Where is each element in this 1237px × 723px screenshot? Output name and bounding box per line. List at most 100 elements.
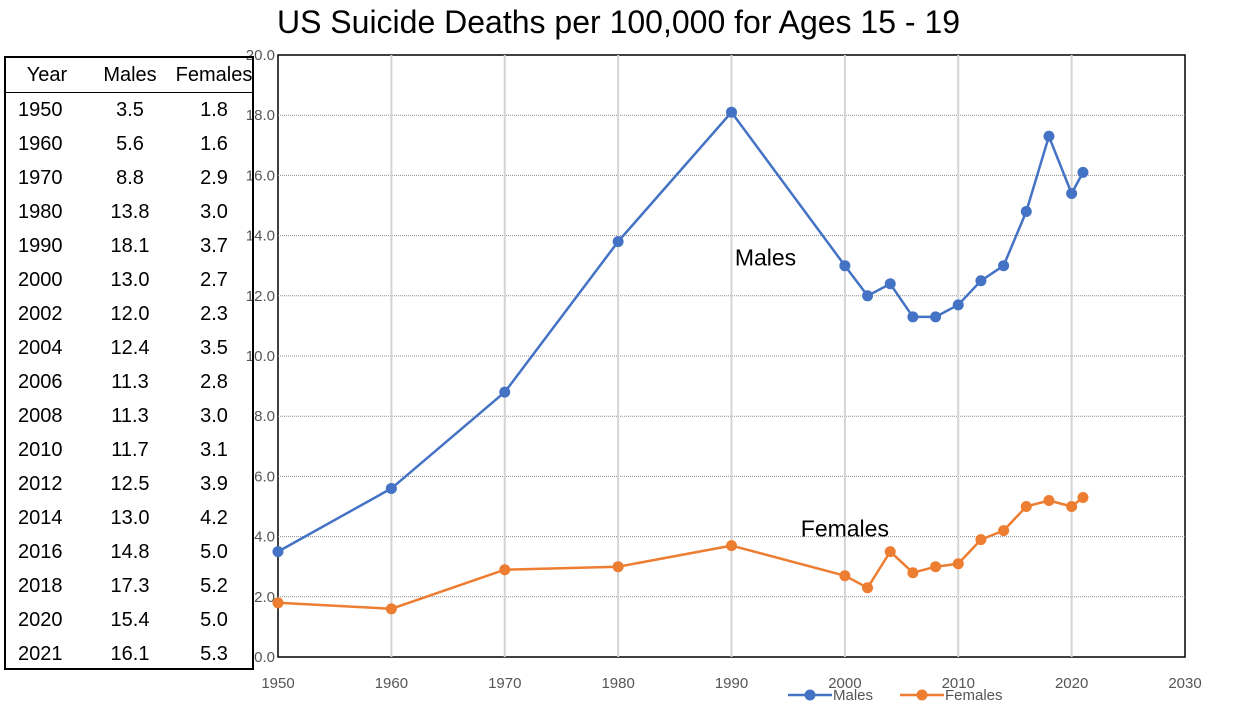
table-cell-year: 2002 [18,302,63,325]
table-row: 2010 11.7 3.1 [6,433,252,467]
table-cell-males: 16.1 [110,642,150,665]
data-point-females [884,546,896,558]
table-row: 1980 13.8 3.0 [6,195,252,229]
x-tick-label: 1990 [715,675,748,692]
table-cell-males: 13.0 [110,268,150,291]
data-table: Year Males Females 1950 3.5 1.8 1960 5.6 1.6 1… [4,56,254,670]
x-tick-label: 2000 [828,675,861,692]
data-point-males [1066,187,1078,199]
table-cell-year: 2014 [18,506,63,529]
table-cell-males: 14.8 [110,540,150,563]
table-cell-females: 3.1 [200,438,228,461]
table-cell-year: 1960 [18,132,63,155]
table-cell-females: 3.9 [200,472,228,495]
data-point-males [952,299,964,311]
data-point-females [839,570,851,582]
data-point-males [839,260,851,272]
series-line-females [277,496,1084,611]
table-cell-females: 2.8 [200,370,228,393]
data-point-females [1020,501,1032,512]
table-cell-year: 2006 [18,370,63,393]
table-cell-females: 3.0 [200,200,228,223]
legend-marker-females [916,689,928,701]
x-tick-label: 2010 [942,675,975,692]
table-body: 1950 3.5 1.8 1960 5.6 1.6 1970 8.8 2.9 1980 13.8 3.… [6,93,252,669]
table-row: 2006 11.3 2.8 [6,365,252,399]
table-cell-males: 12.4 [110,336,150,359]
annotation-label: Females [801,516,889,542]
table-cell-females: 5.0 [200,608,228,631]
legend-label-females: Females [945,687,1003,704]
x-tick-label: 2020 [1055,675,1088,692]
data-point-males [930,311,942,323]
table-cell-males: 18.1 [110,234,150,257]
x-tick-label: 1950 [261,675,294,692]
table-row: 2014 13.0 4.2 [6,501,252,535]
table-cell-males: 3.5 [116,98,144,121]
x-tick-label: 1970 [488,675,521,692]
series-line-males [277,110,1085,553]
table-row: 2004 12.4 3.5 [6,331,252,365]
data-point-males [1043,130,1055,142]
data-point-females [272,597,284,609]
table-cell-females: 5.3 [200,642,228,665]
x-tick-label: 2030 [1168,675,1201,692]
table-cell-year: 2021 [18,642,63,665]
data-point-males [726,106,737,118]
table-cell-females: 2.9 [200,166,228,189]
data-point-females [612,561,624,573]
data-point-males [862,290,874,302]
table-row: 2020 15.4 5.0 [6,603,252,637]
table-cell-males: 12.0 [110,302,150,325]
table-cell-year: 1990 [18,234,63,257]
table-cell-females: 2.3 [200,302,228,325]
data-point-females [952,558,964,570]
data-point-males [385,482,397,494]
data-point-females [862,582,874,594]
data-point-females [1043,494,1055,506]
table-cell-year: 2016 [18,540,63,563]
table-cell-year: 2010 [18,438,63,461]
data-point-females [1077,491,1089,503]
table-cell-year: 2004 [18,336,63,359]
table-cell-females: 4.2 [200,506,228,529]
data-point-females [930,561,942,573]
x-tick-label: 1960 [375,675,408,692]
table-cell-females: 3.7 [200,234,228,257]
table-cell-females: 3.5 [200,336,228,359]
table-cell-males: 17.3 [110,574,150,597]
chart-title: US Suicide Deaths per 100,000 for Ages 1… [276,4,961,40]
table-cell-year: 2008 [18,404,63,427]
data-point-females [726,540,737,552]
data-point-males [499,386,511,398]
table-row: 1960 5.6 1.6 [6,127,252,161]
data-point-females [975,534,987,546]
table-cell-males: 11.3 [111,404,149,427]
table-row: 1990 18.1 3.7 [6,229,252,263]
y-tick-label: 8.0 [254,408,275,425]
table-cell-year: 2012 [18,472,63,495]
table-row: 2021 16.1 5.3 [6,637,252,668]
y-tick-label: 6.0 [254,468,275,485]
table-cell-males: 11.7 [111,438,149,461]
data-point-females [499,564,511,576]
table-cell-year: 2020 [18,608,63,631]
table-row: 2002 12.0 2.3 [6,297,252,331]
table-row: 2016 14.8 5.0 [6,535,252,569]
data-point-males [1020,206,1032,218]
table-cell-year: 2000 [18,268,63,291]
table-cell-females: 3.0 [200,404,228,427]
table-cell-females: 5.2 [200,574,228,597]
table-cell-females: 5.0 [200,540,228,563]
data-point-females [385,603,397,615]
data-point-males [884,278,896,290]
table-cell-males: 15.4 [110,608,150,631]
table-row: 2000 13.0 2.7 [6,263,252,297]
table-cell-females: 1.6 [200,132,228,155]
data-point-females [907,567,919,579]
table-row: 2018 17.3 5.2 [6,569,252,603]
table-row: 1970 8.8 2.9 [6,161,252,195]
annotation-label: Males [735,245,796,271]
legend-label-males: Males [833,687,873,704]
